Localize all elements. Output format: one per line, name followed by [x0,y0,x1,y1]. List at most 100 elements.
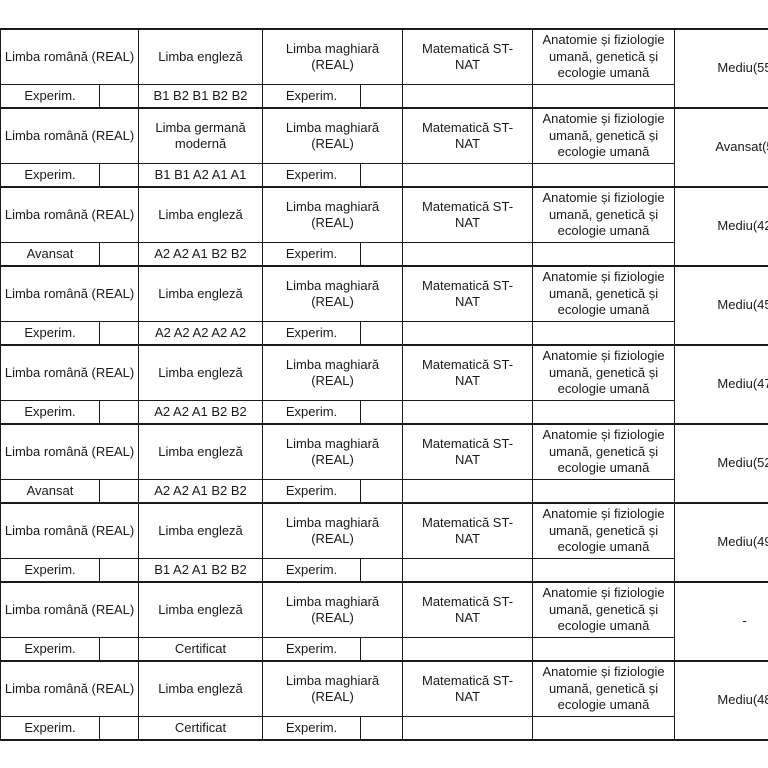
cell-hungarian-level: Experim. [262,479,362,504]
cell-romanian-level: Avansat [0,479,100,504]
table-row-sub: Experim. Certificat Experim. [0,637,768,662]
cell-empty [360,716,404,741]
cell-subject-hungarian: Limba maghiară (REAL) [262,107,404,164]
subject-hungarian-label: Limba maghiară (REAL) [285,40,380,73]
cell-subject-romanian: Limba română (REAL) [0,581,140,638]
cell-subject-language: Limba engleză [138,265,264,322]
subject-hungarian-label: Limba maghiară (REAL) [285,672,380,705]
cell-subject-language: Limba engleză [138,423,264,480]
table-row-main: Limba română (REAL) Limba engleză Limba … [0,660,768,741]
cell-empty [402,242,534,267]
cell-subject-language: Limba engleză [138,344,264,401]
cell-romanian-level: Experim. [0,400,100,425]
cell-romanian-level: Experim. [0,163,100,188]
cell-subject-math: Matematică ST-NAT [402,265,534,322]
subject-math-label: Matematică ST-NAT [422,672,514,705]
cell-hungarian-level: Experim. [262,716,362,741]
cell-subject-romanian: Limba română (REAL) [0,265,140,322]
cell-subject-math: Matematică ST-NAT [402,107,534,164]
table-row-sub: Experim. A2 A2 A1 B2 B2 Experim. [0,400,768,425]
subject-hungarian-label: Limba maghiară (REAL) [285,277,380,310]
cell-empty [402,84,534,109]
subject-math-label: Matematică ST-NAT [422,40,514,73]
cell-empty [402,163,534,188]
subject-math-label: Matematică ST-NAT [422,514,514,547]
subject-language-label: Limba engleză [158,680,243,696]
cell-romanian-level: Avansat [0,242,100,267]
cell-empty [402,321,534,346]
cell-empty [402,479,534,504]
subject-math-label: Matematică ST-NAT [422,593,514,626]
cell-subject-hungarian: Limba maghiară (REAL) [262,265,404,322]
table-row-sub: Avansat A2 A2 A1 B2 B2 Experim. [0,242,768,267]
table-row-main: Limba română (REAL) Limba engleză Limba … [0,581,768,662]
cell-empty [98,558,140,583]
cell-subject-romanian: Limba română (REAL) [0,502,140,559]
cell-subject-hungarian: Limba maghiară (REAL) [262,28,404,85]
subject-hungarian-label: Limba maghiară (REAL) [285,435,380,468]
cell-subject-romanian: Limba română (REAL) [0,107,140,164]
cell-romanian-level: Experim. [0,637,100,662]
cell-average: Mediu(55 [674,28,768,109]
table-row-main: Limba română (REAL) Limba engleză Limba … [0,502,768,583]
cell-language-result: A2 A2 A2 A2 A2 [138,321,264,346]
cell-subject-romanian: Limba română (REAL) [0,186,140,243]
cell-language-result: B1 A2 A1 B2 B2 [138,558,264,583]
cell-subject-math: Matematică ST-NAT [402,186,534,243]
subject-math-label: Matematică ST-NAT [422,277,514,310]
subject-language-label: Limba germană modernă [155,119,246,152]
cell-subject-math: Matematică ST-NAT [402,28,534,85]
cell-empty [402,716,534,741]
subject-math-label: Matematică ST-NAT [422,435,514,468]
cell-hungarian-level: Experim. [262,400,362,425]
cell-subject-biology: Anatomie și fiziologie umană, genetică ș… [532,265,676,322]
cell-subject-language: Limba engleză [138,502,264,559]
cell-subject-biology: Anatomie și fiziologie umană, genetică ș… [532,186,676,243]
cell-subject-biology: Anatomie și fiziologie umană, genetică ș… [532,581,676,638]
cell-language-result: A2 A2 A1 B2 B2 [138,242,264,267]
subject-hungarian-label: Limba maghiară (REAL) [285,356,380,389]
cell-empty [360,479,404,504]
cell-average: Mediu(52 [674,423,768,504]
cell-subject-math: Matematică ST-NAT [402,423,534,480]
cell-romanian-level: Experim. [0,321,100,346]
table-row-sub: Experim. B1 B2 B1 B2 B2 Experim. [0,84,768,109]
cell-hungarian-level: Experim. [262,321,362,346]
cell-empty [98,321,140,346]
cell-average: Mediu(49 [674,502,768,583]
table-row-main: Limba română (REAL) Limba engleză Limba … [0,186,768,267]
table-row-main: Limba română (REAL) Limba engleză Limba … [0,423,768,504]
cell-average: Avansat(5 [674,107,768,188]
cell-subject-biology: Anatomie și fiziologie umană, genetică ș… [532,660,676,717]
table-row-main: Limba română (REAL) Limba engleză Limba … [0,28,768,109]
cell-empty [402,400,534,425]
table-row-main: Limba română (REAL) Limba engleză Limba … [0,265,768,346]
subject-hungarian-label: Limba maghiară (REAL) [285,514,380,547]
cell-hungarian-level: Experim. [262,637,362,662]
cell-subject-biology: Anatomie și fiziologie umană, genetică ș… [532,423,676,480]
subject-math-label: Matematică ST-NAT [422,198,514,231]
cell-language-result: Certificat [138,716,264,741]
cell-empty [98,716,140,741]
cell-subject-biology: Anatomie și fiziologie umană, genetică ș… [532,107,676,164]
cell-empty [532,558,676,583]
cell-subject-hungarian: Limba maghiară (REAL) [262,660,404,717]
cell-subject-hungarian: Limba maghiară (REAL) [262,344,404,401]
cell-subject-language: Limba engleză [138,28,264,85]
cell-language-result: B1 B1 A2 A1 A1 [138,163,264,188]
cell-empty [360,321,404,346]
cell-subject-language: Limba engleză [138,186,264,243]
subject-language-label: Limba engleză [158,364,243,380]
cell-hungarian-level: Experim. [262,558,362,583]
cell-subject-romanian: Limba română (REAL) [0,28,140,85]
cell-empty [98,400,140,425]
cell-hungarian-level: Experim. [262,163,362,188]
cell-empty [532,163,676,188]
cell-subject-math: Matematică ST-NAT [402,660,534,717]
cell-subject-romanian: Limba română (REAL) [0,660,140,717]
cell-empty [98,163,140,188]
cell-empty [532,400,676,425]
cell-average: Mediu(47 [674,344,768,425]
cell-subject-biology: Anatomie și fiziologie umană, genetică ș… [532,344,676,401]
